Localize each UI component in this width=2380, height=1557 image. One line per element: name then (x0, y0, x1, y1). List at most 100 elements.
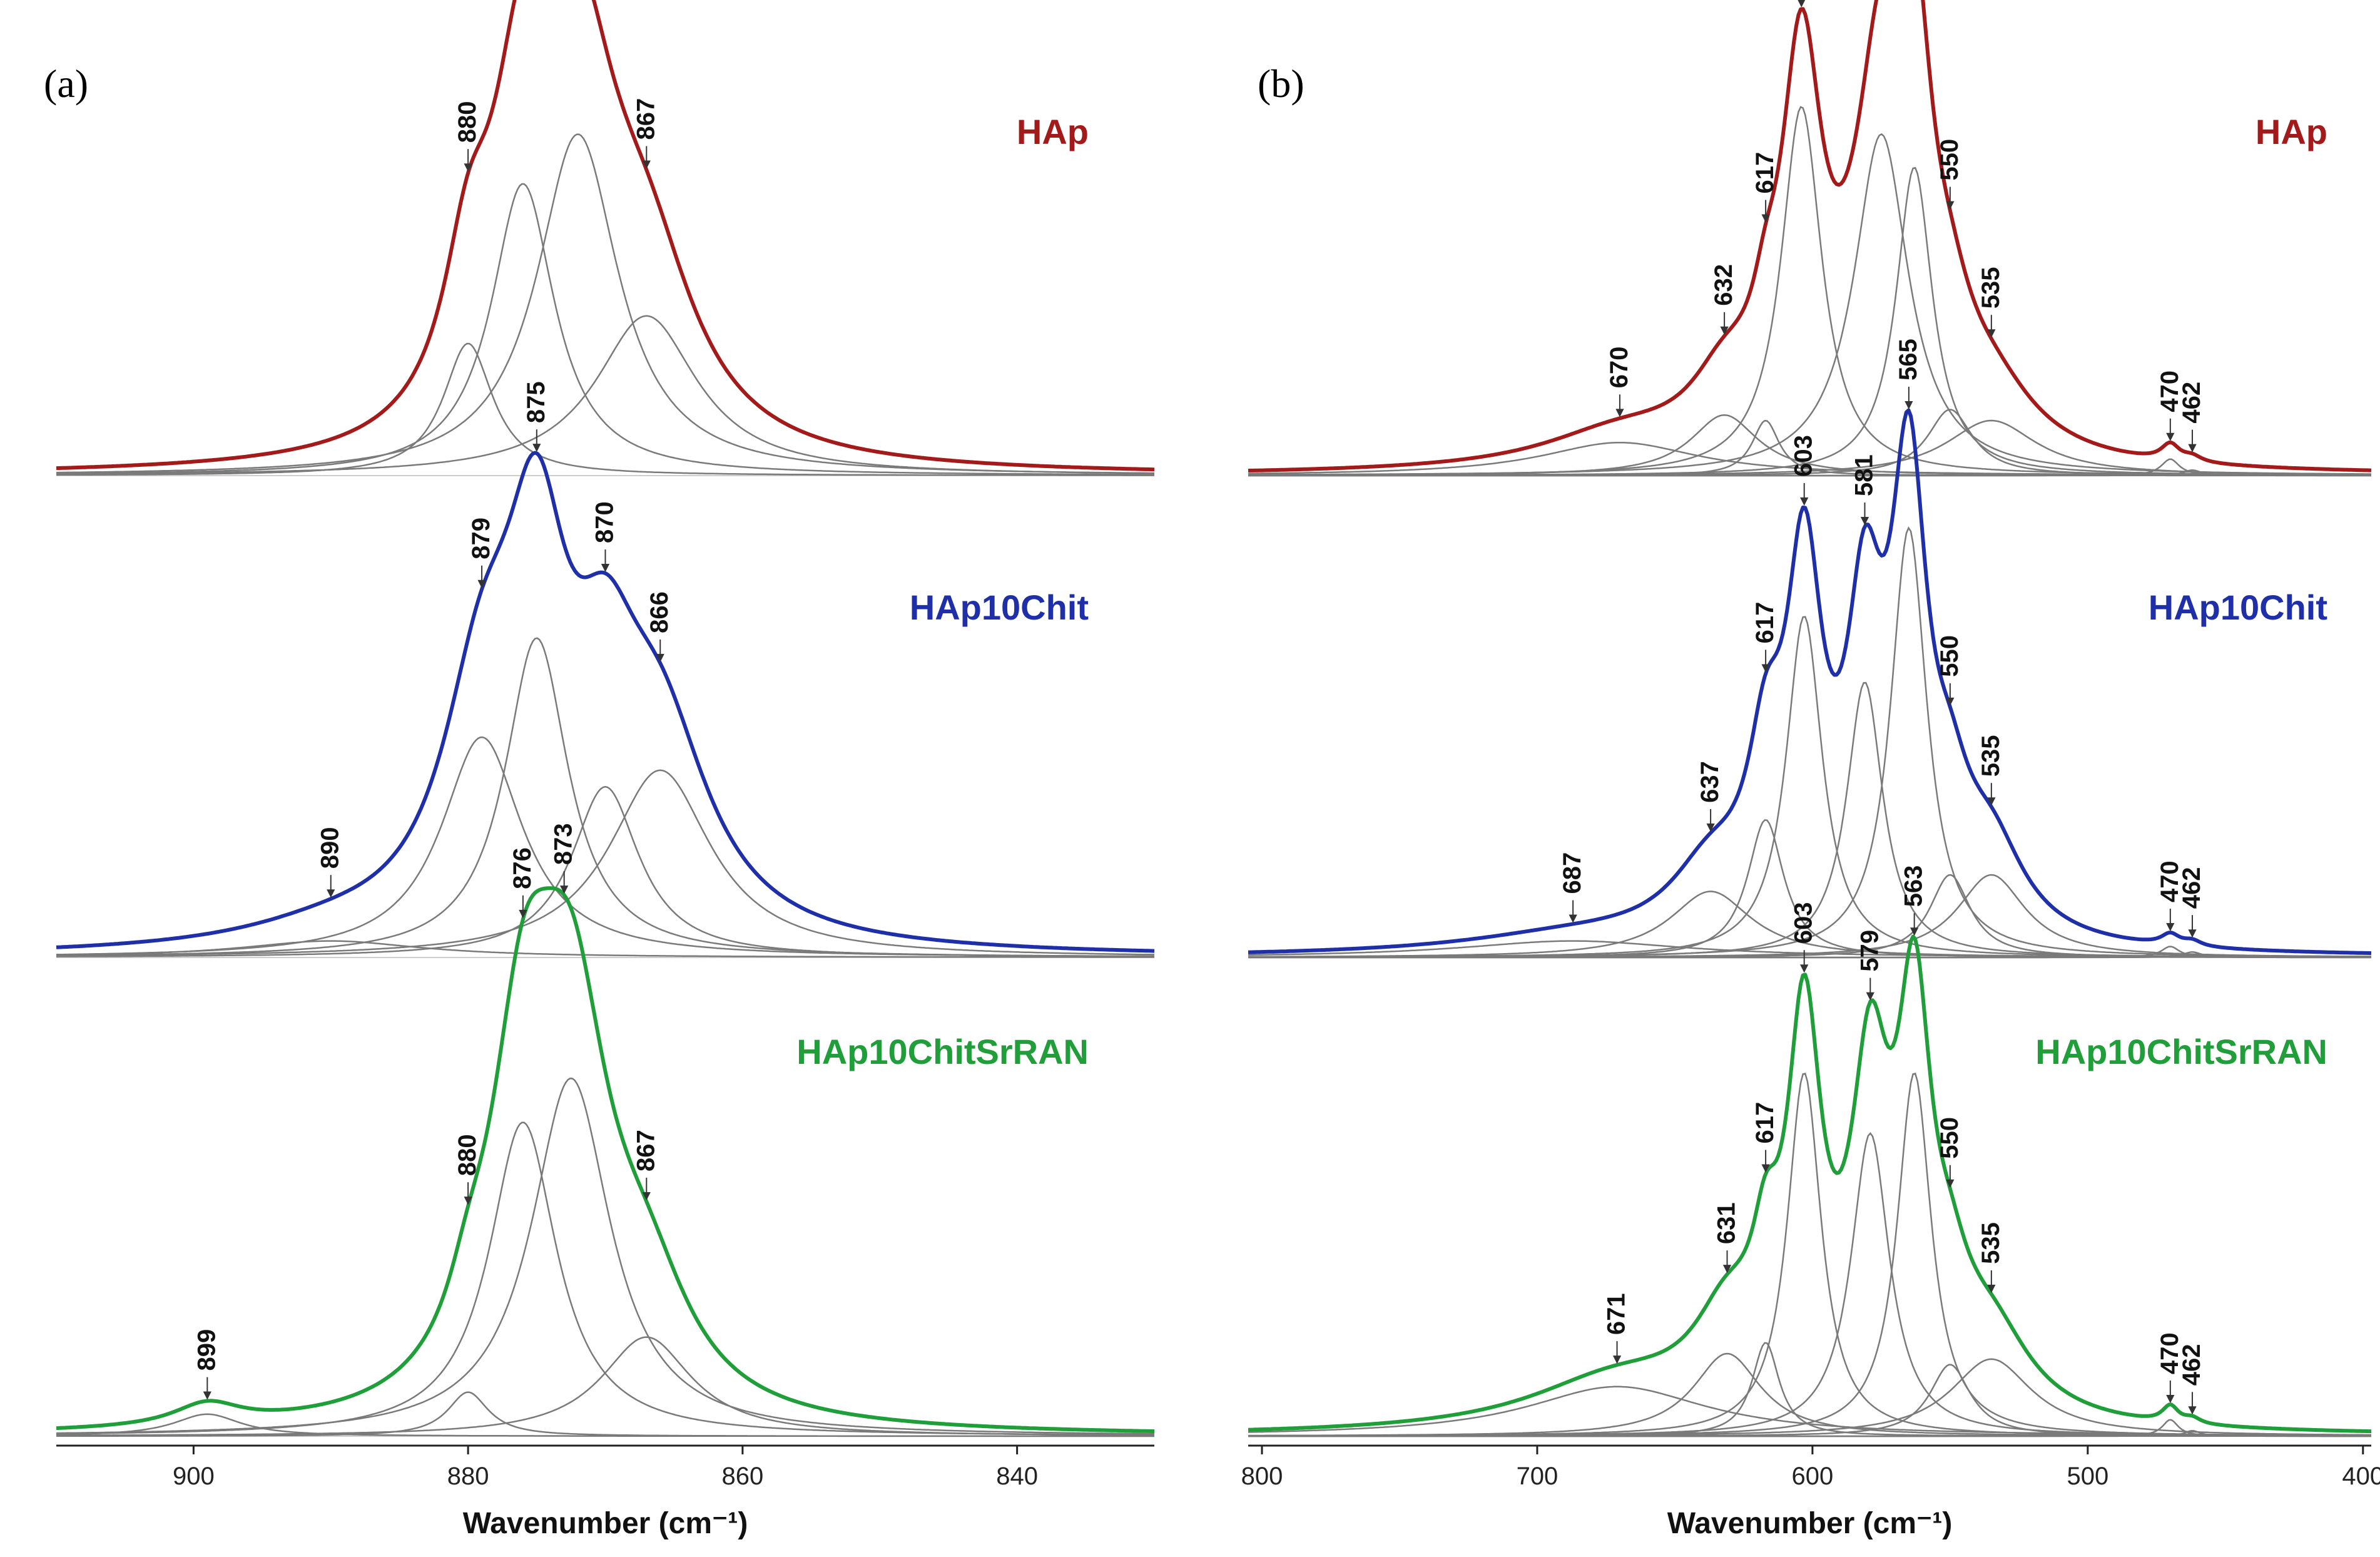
peak-label: 462 (2178, 1344, 2205, 1386)
peak-marker-arrow (1987, 329, 1996, 338)
peak-label: 617 (1751, 152, 1779, 194)
peak-marker-arrow (519, 909, 527, 919)
peak-label: 470 (2156, 370, 2184, 412)
panel-a: (a)HAp880876872867HAp10Chit8908798758708… (44, 0, 1155, 1540)
peak-label: 603 (1790, 902, 1818, 944)
sample-label: HAp10ChitSrRAN (796, 1032, 1089, 1071)
peak-label: 550 (1936, 1117, 1963, 1159)
component-peak (56, 940, 1154, 958)
peak-label: 880 (454, 1134, 481, 1176)
peak-label: 876 (509, 847, 536, 889)
peak-marker-arrow (1722, 1265, 1732, 1274)
component-peak (56, 315, 1155, 475)
peak-marker-arrow (1866, 992, 1874, 1001)
peak-label: 866 (646, 591, 673, 633)
peak-marker-arrow (1946, 697, 1955, 707)
peak-label: 873 (550, 823, 577, 865)
peak-marker-arrow (1761, 214, 1770, 223)
peak-marker-arrow (560, 886, 569, 894)
x-tick-label: 600 (1792, 1463, 1834, 1490)
peak-marker-arrow (1569, 914, 1577, 923)
x-tick-label: 700 (1517, 1463, 1559, 1490)
peak-marker-arrow (2188, 1406, 2197, 1415)
peak-marker-arrow (464, 1197, 472, 1205)
envelope-line (1248, 0, 2372, 472)
peak-marker-arrow (1905, 401, 1913, 410)
envelope-line (56, 886, 1154, 1433)
peak-label: 671 (1603, 1293, 1630, 1335)
peak-marker-arrow (1910, 927, 1919, 936)
peak-label: 470 (2156, 860, 2184, 902)
peak-marker-arrow (2166, 432, 2175, 442)
peak-label: 535 (1977, 267, 2005, 309)
peak-label: 462 (2178, 867, 2205, 909)
peak-marker-arrow (1706, 823, 1715, 832)
peak-label: 890 (317, 827, 344, 869)
peak-label: 617 (1751, 1102, 1779, 1144)
x-tick-label: 840 (996, 1463, 1038, 1490)
component-peak (56, 785, 1154, 957)
peak-label: 535 (1977, 735, 2005, 777)
peak-label: 631 (1713, 1202, 1741, 1244)
peak-label: 550 (1936, 635, 1963, 677)
peak-marker-arrow (1761, 1164, 1770, 1173)
peak-marker-arrow (656, 653, 664, 663)
peak-label: 687 (1559, 852, 1586, 894)
peak-marker-arrow (1946, 1179, 1955, 1188)
peak-marker-arrow (601, 564, 610, 573)
component-peak (1248, 469, 2371, 477)
sample-label: HAp (1017, 112, 1089, 151)
peak-label: 462 (2178, 382, 2205, 424)
sample-label: HAp10Chit (2149, 588, 2327, 627)
peak-marker-arrow (1860, 516, 1869, 526)
peak-marker-arrow (1800, 964, 1809, 973)
component-peak (56, 1336, 1154, 1436)
peak-marker-arrow (1946, 201, 1955, 210)
peak-label: 535 (1977, 1222, 2005, 1264)
x-axis-title: Wavenumber (cm⁻¹) (463, 1507, 748, 1540)
component-peak (1248, 1132, 2371, 1437)
sample-label: HAp10Chit (910, 588, 1089, 627)
x-tick-label: 400 (2342, 1463, 2380, 1490)
peak-marker-arrow (1987, 1284, 1996, 1294)
peak-label: 579 (1856, 930, 1883, 972)
peak-label: 637 (1696, 761, 1724, 803)
peak-marker-arrow (477, 579, 486, 588)
peak-marker-arrow (1800, 497, 1809, 506)
component-peak (1248, 1430, 2371, 1437)
peak-marker-arrow (1987, 797, 1996, 806)
peak-label: 867 (632, 1130, 659, 1172)
peak-label: 563 (1900, 865, 1928, 907)
sample-label: HAp (2255, 112, 2327, 151)
peak-marker-arrow (327, 889, 335, 898)
peak-marker-arrow (1761, 664, 1770, 673)
component-peak (56, 342, 1154, 476)
series-hap: HAp880876872867 (56, 0, 1155, 476)
x-tick-label: 800 (1241, 1463, 1283, 1490)
envelope-line (1248, 934, 2371, 1434)
component-peak (56, 769, 1154, 957)
peak-label: 603 (1790, 435, 1818, 477)
peak-label: 617 (1751, 602, 1779, 644)
x-axis-title: Wavenumber (cm⁻¹) (1667, 1507, 1953, 1540)
series-hap10chitsrran: HAp10ChitSrRAN 899 880 876 873 867 (56, 823, 1154, 1437)
peak-marker-arrow (1798, 0, 1806, 8)
peak-marker-arrow (642, 160, 651, 169)
envelope-line (1248, 408, 2372, 956)
x-tick-label: 880 (447, 1463, 489, 1490)
peak-marker-arrow (532, 444, 541, 452)
panel-label: (a) (44, 61, 88, 106)
component-peak (56, 1077, 1154, 1435)
component-peak (1248, 1386, 2371, 1436)
peak-label: 581 (1850, 454, 1878, 496)
component-peak (56, 1391, 1154, 1437)
panel-b: (b)HAp670632617604575563550535470462HAp1… (1241, 0, 2380, 1540)
component-peak (1248, 951, 2371, 959)
peak-marker-arrow (203, 1391, 211, 1400)
peak-label: 867 (632, 98, 659, 140)
peak-label: 870 (591, 501, 619, 543)
component-peak (56, 637, 1154, 957)
peak-label: 670 (1605, 347, 1633, 389)
